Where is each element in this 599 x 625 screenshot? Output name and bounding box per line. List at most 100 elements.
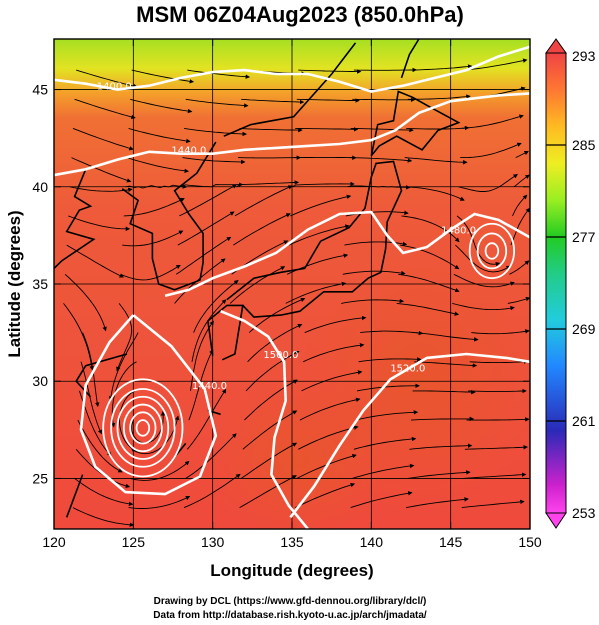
coastline	[65, 474, 84, 518]
streamline	[403, 186, 465, 201]
streamline	[123, 198, 185, 217]
streamline	[240, 442, 298, 479]
streamline	[233, 213, 291, 246]
streamline	[229, 266, 286, 304]
streamline	[350, 491, 413, 509]
streamline	[185, 98, 249, 108]
streamline	[460, 142, 522, 159]
contour-label: 1500.0	[263, 350, 298, 361]
streamline	[122, 230, 184, 247]
vortex-ring	[110, 388, 176, 468]
streamline	[247, 324, 303, 363]
streamline	[74, 478, 134, 507]
streamline	[353, 67, 417, 73]
streamline	[398, 273, 460, 293]
streamline	[239, 127, 303, 133]
streamline	[407, 470, 471, 479]
streamline	[242, 410, 298, 450]
streamline	[507, 296, 530, 304]
streamline	[456, 215, 501, 267]
coastline	[75, 353, 128, 398]
streamline	[463, 472, 527, 479]
warm-region-center	[210, 380, 390, 529]
streamline	[510, 207, 530, 246]
streamline	[130, 460, 190, 481]
streamline	[288, 224, 350, 246]
streamline	[396, 302, 460, 316]
coastline	[207, 304, 244, 361]
streamline	[236, 180, 300, 188]
streamline	[304, 315, 367, 334]
colorbar-bottom-cap	[545, 512, 567, 529]
streamline	[415, 332, 479, 342]
streamline	[347, 185, 411, 190]
contour-line	[220, 309, 309, 529]
streamline	[68, 215, 131, 232]
x-tick-label: 145	[439, 534, 463, 550]
streamline	[128, 496, 191, 509]
streamline	[72, 507, 135, 528]
vortex-ring	[122, 403, 163, 453]
streamline	[360, 330, 424, 336]
streamline	[291, 181, 355, 188]
vortex-ring	[116, 395, 170, 460]
streamline	[468, 388, 527, 394]
streamline	[116, 303, 133, 372]
colorbar-tick-label: 285	[572, 137, 596, 153]
streamline	[245, 350, 300, 392]
coastline	[121, 141, 217, 291]
streamline	[461, 499, 525, 509]
streamline	[131, 69, 195, 84]
vortex-ring	[102, 378, 184, 478]
streamline	[349, 157, 413, 163]
streamline	[471, 329, 530, 335]
contour-label: 1480.0	[441, 225, 476, 236]
streamline	[298, 425, 359, 450]
streamline	[464, 58, 528, 71]
streamline	[287, 253, 349, 275]
contour-line	[54, 45, 530, 93]
coastline	[370, 90, 461, 157]
y-tick-label: 40	[32, 179, 48, 195]
streamline	[412, 389, 476, 395]
streamline	[469, 359, 529, 364]
streamline	[414, 361, 478, 368]
colorbar: 293 285 277 269 261 253	[545, 38, 596, 529]
credit-line-1: Drawing by DCL (https://www.gfd-dennou.o…	[154, 596, 427, 607]
vortex-ring	[476, 232, 508, 270]
chart-title: MSM 06Z04Aug2023 (850.0hPa)	[136, 2, 464, 27]
contour-line	[79, 314, 218, 496]
streamline	[71, 157, 132, 183]
streamline	[358, 357, 422, 363]
vortex-ring	[468, 222, 516, 280]
streamline	[179, 184, 237, 217]
streamline	[126, 157, 189, 174]
axis-ticks	[53, 39, 531, 529]
streamline	[455, 244, 511, 273]
streamline	[453, 273, 515, 288]
streamline	[72, 127, 134, 151]
streamline	[353, 436, 417, 450]
credit-line-2: Data from http://database.rish.kyoto-u.a…	[153, 610, 427, 621]
vortex-ring	[135, 419, 151, 437]
streamline	[120, 264, 181, 281]
streamline	[466, 417, 530, 422]
streamline	[75, 449, 131, 488]
streamline	[352, 97, 416, 103]
coastline	[54, 168, 96, 269]
streamline	[295, 127, 359, 132]
streamline	[187, 69, 251, 79]
streamline	[342, 270, 406, 276]
vortex-ring	[484, 242, 500, 260]
streamline	[285, 281, 347, 304]
colorbar-top-cap	[545, 38, 567, 54]
streamline	[234, 185, 293, 217]
streamline	[190, 320, 214, 391]
streamline	[458, 174, 518, 192]
streamline	[410, 416, 475, 422]
streamline	[108, 332, 139, 401]
streamline	[185, 433, 237, 479]
streamline	[180, 182, 244, 188]
streamline	[295, 482, 356, 509]
